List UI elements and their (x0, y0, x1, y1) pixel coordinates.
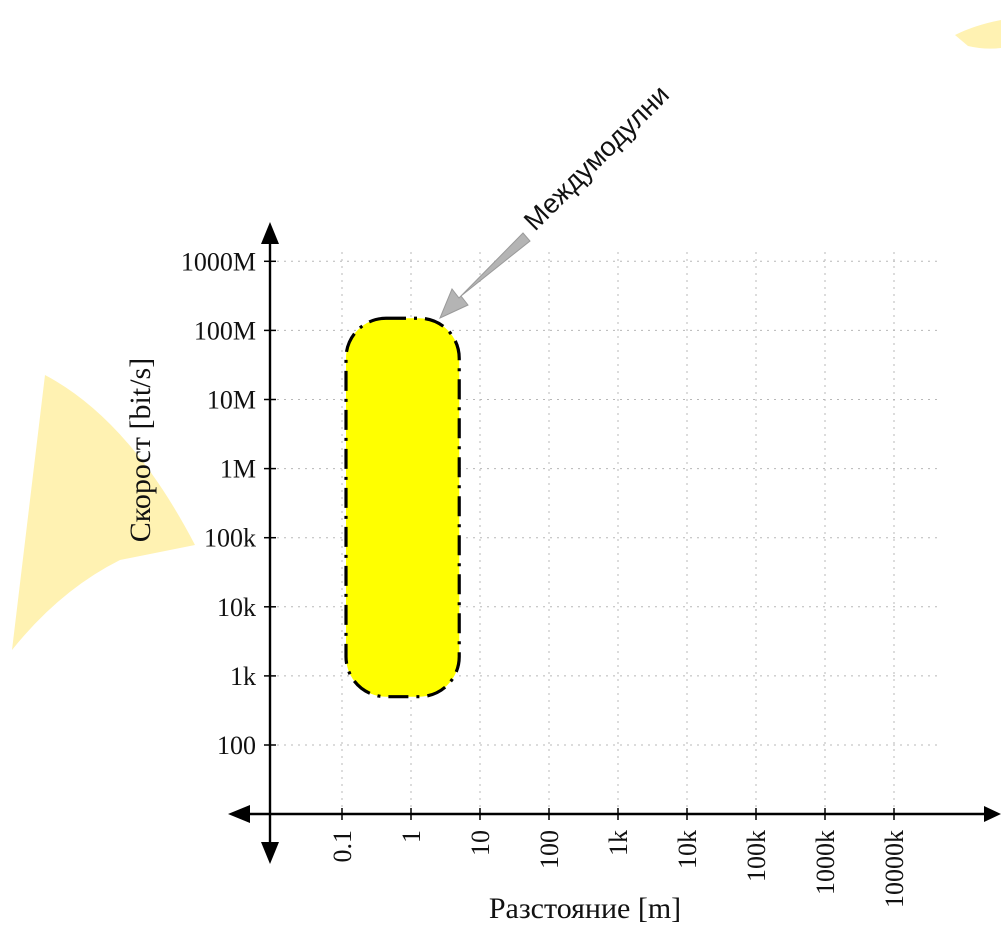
watermark-shape-topright (955, 20, 1001, 49)
watermark-shape-left (12, 375, 195, 650)
y-axis-title: Скорост [bit/s] (124, 358, 157, 542)
intermodule-region (344, 316, 461, 699)
y-tick-label: 100M (194, 316, 256, 345)
axes (228, 222, 1001, 864)
annotation-arrow (439, 232, 531, 319)
x-tick-label: 10 (466, 830, 495, 856)
y-tick-label: 1M (220, 455, 256, 484)
y-tick-label: 100 (217, 731, 256, 760)
region-annotation-label: Междумодулни (518, 79, 675, 236)
x-axis-arrow-left (228, 805, 250, 823)
annotation-arrow-shape (439, 232, 531, 319)
y-tick-labels: 100 1k 10k 100k 1M 10M 100M 1000M (181, 247, 276, 760)
y-axis-arrow-down (261, 842, 279, 864)
y-tick-label: 10M (207, 386, 256, 415)
x-tick-labels: 0.1 1 10 100 1k 10k 100k 1000k 10000k (328, 808, 909, 908)
x-tick-label: 1 (397, 830, 426, 843)
x-tick-label: 1k (604, 830, 633, 856)
x-tick-label: 10000k (880, 830, 909, 908)
x-tick-label: 10k (673, 830, 702, 869)
x-tick-label: 100 (535, 830, 564, 869)
x-tick-label: 1000k (811, 830, 840, 895)
x-axis-arrow-right (984, 806, 1001, 822)
y-tick-label: 100k (204, 524, 256, 553)
x-axis-title: Разстояние [m] (489, 892, 681, 925)
x-tick-label: 100k (742, 830, 771, 882)
x-tick-label: 0.1 (328, 830, 357, 863)
region-layer (344, 316, 461, 699)
y-tick-label: 10k (217, 593, 256, 622)
y-axis-arrow-up (261, 222, 279, 244)
y-tick-label: 1000M (181, 247, 256, 276)
y-tick-label: 1k (230, 662, 256, 691)
